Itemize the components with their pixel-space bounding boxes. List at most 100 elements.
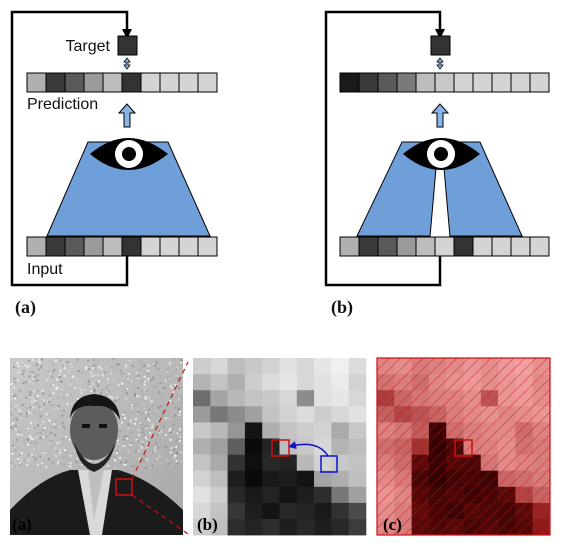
noise-dot: [136, 395, 139, 398]
noise-dot: [30, 437, 33, 440]
noise-dot: [117, 384, 120, 387]
noise-dot: [143, 407, 146, 410]
noise-dot: [42, 420, 45, 423]
noise-dot: [169, 361, 172, 364]
noise-dot: [61, 422, 64, 425]
noise-dot: [139, 422, 142, 425]
noise-dot: [128, 382, 131, 385]
noise-dot: [29, 411, 32, 414]
noise-dot: [35, 458, 38, 461]
noise-dot: [156, 458, 159, 461]
noise-dot: [171, 457, 174, 460]
noise-dot: [177, 398, 180, 401]
noise-dot: [173, 446, 176, 449]
pixel-cell: [193, 454, 211, 471]
noise-dot: [28, 460, 31, 463]
sequence-cell: [415, 72, 436, 93]
noise-dot: [139, 360, 142, 363]
noise-dot: [68, 383, 71, 386]
pixel-cell: [244, 374, 263, 391]
noise-dot: [138, 434, 141, 437]
noise-dot: [109, 374, 112, 377]
noise-dot: [26, 428, 29, 431]
noise-dot: [67, 458, 70, 461]
noise-dot: [17, 433, 20, 436]
noise-dot: [29, 396, 32, 399]
pixel-cell: [193, 406, 211, 423]
sequence-cell: [121, 72, 142, 93]
feedback-loop-a: [10, 10, 132, 287]
sequence-cell: [197, 236, 218, 257]
noise-dot: [30, 456, 33, 459]
noise-dot: [105, 365, 108, 368]
sequence-cell: [434, 72, 455, 93]
noise-dot: [178, 387, 181, 390]
noise-dot: [136, 408, 139, 411]
sequence-cell: [64, 72, 85, 93]
noise-dot: [24, 365, 27, 368]
pixel-cell: [331, 390, 349, 407]
pixel-cell: [348, 374, 367, 391]
noise-dot: [46, 379, 49, 382]
sequence-cell: [510, 236, 531, 257]
noise-dot: [31, 370, 34, 373]
noise-dot: [18, 398, 21, 401]
noise-dot: [19, 413, 22, 416]
noise-dot: [39, 455, 42, 458]
noise-dot: [122, 366, 125, 369]
noise-dot: [28, 375, 31, 378]
noise-dot: [32, 377, 35, 380]
noise-dot: [46, 399, 49, 402]
noise-dot: [148, 419, 151, 422]
noise-dot: [58, 371, 61, 374]
noise-dot: [37, 448, 40, 451]
noise-dot: [30, 392, 33, 395]
noise-dot: [51, 371, 54, 374]
noise-dot: [43, 452, 46, 455]
noise-dot: [37, 424, 40, 427]
noise-dot: [124, 436, 127, 439]
pixel-cell: [210, 486, 228, 504]
noise-dot: [39, 445, 42, 448]
sequence-cell: [102, 72, 123, 93]
noise-dot: [62, 395, 65, 398]
noise-dot: [128, 381, 131, 384]
noise-dot: [60, 401, 63, 404]
noise-dot: [155, 441, 158, 444]
pixel-cell: [279, 454, 298, 471]
pixel-cell: [314, 470, 332, 488]
pixel-cell: [314, 502, 332, 520]
noise-dot: [106, 378, 109, 381]
noise-dot: [74, 386, 77, 389]
noise-dot: [50, 431, 53, 434]
noise-dot: [179, 435, 182, 438]
noise-dot: [178, 407, 181, 410]
noise-dot: [62, 456, 65, 459]
noise-dot: [149, 426, 152, 429]
noise-dot: [142, 396, 145, 399]
noise-dot: [29, 447, 32, 450]
noise-dot: [146, 442, 149, 445]
pixel-cell: [348, 454, 367, 471]
noise-dot: [56, 462, 59, 465]
noise-dot: [152, 376, 155, 379]
pixel-cell: [296, 422, 315, 439]
noise-dot: [71, 463, 74, 466]
noise-dot: [152, 377, 155, 380]
pixel-cell: [210, 438, 228, 455]
noise-dot: [132, 454, 135, 457]
panel-label-top-a: (a): [15, 297, 36, 318]
noise-dot: [169, 438, 172, 441]
bottom-panel-a: (a): [10, 358, 189, 535]
noise-dot: [61, 388, 64, 391]
noise-dot: [26, 443, 29, 446]
noise-dot: [32, 456, 35, 459]
pixel-cell: [262, 454, 280, 471]
noise-dot: [139, 365, 142, 368]
noise-dot: [98, 366, 101, 369]
noise-dot: [45, 413, 48, 416]
sequence-cell: [45, 72, 66, 93]
pixel-cell: [210, 454, 228, 471]
noise-dot: [143, 434, 146, 437]
noise-dot: [55, 358, 58, 361]
